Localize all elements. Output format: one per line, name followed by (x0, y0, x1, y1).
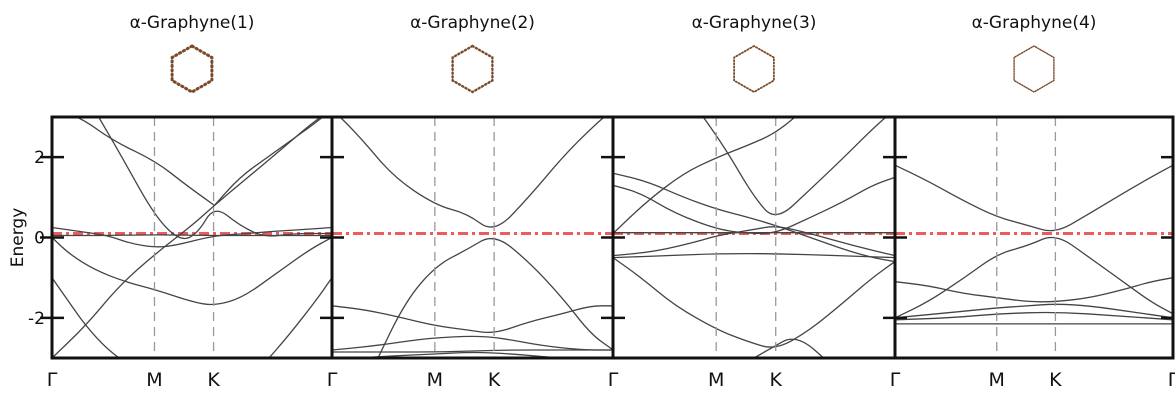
band-line (895, 164, 1173, 232)
panel-frame-1 (50, 115, 334, 360)
bands-panel-1 (52, 117, 332, 358)
band-line (339, 117, 606, 228)
band-line (52, 117, 322, 358)
band-line (52, 277, 121, 358)
band-line (895, 311, 1173, 321)
band-line (213, 117, 324, 206)
band-lines-layer (52, 117, 1173, 358)
band-line (613, 257, 895, 348)
panel-frame-4 (893, 115, 1175, 360)
band-line (613, 117, 797, 234)
band-line (332, 349, 613, 353)
band-line (52, 234, 332, 237)
kpath-label: K (488, 369, 501, 391)
structure-icon-1 (170, 44, 214, 94)
band-line (52, 236, 332, 306)
panel-title-4: α-Graphyne(4) (972, 13, 1097, 33)
band-line (97, 117, 332, 240)
band-line (52, 226, 332, 248)
band-line (895, 236, 1173, 319)
panel-frame-3 (611, 115, 897, 360)
structure-icon-3 (733, 44, 775, 94)
kpath-label: Γ (47, 369, 58, 391)
band-line (702, 117, 887, 216)
kpath-label: M (708, 369, 724, 391)
y-tick-label: 2 (34, 148, 45, 168)
panel-title-1: α-Graphyne(1) (130, 13, 255, 33)
band-line (613, 172, 895, 263)
structure-icon-4 (1013, 45, 1055, 93)
panel-title-2: α-Graphyne(2) (410, 13, 535, 33)
kpath-label: Γ (890, 369, 901, 391)
panel-title-3: α-Graphyne(3) (692, 13, 817, 33)
y-axis-label: Energy (8, 208, 28, 268)
band-line (332, 305, 613, 334)
band-line (74, 117, 216, 207)
kpath-label: M (146, 369, 162, 391)
bands-panel-2 (332, 117, 613, 358)
y-tick-label: 0 (34, 229, 45, 249)
band-line (268, 277, 332, 358)
band-line (377, 237, 613, 358)
kpath-label: M (427, 369, 443, 391)
y-tick-label: -2 (28, 309, 45, 329)
kpath-label: M (989, 369, 1005, 391)
bands-panel-3 (613, 117, 895, 358)
kpath-label: Γ (327, 369, 338, 391)
band-line (613, 252, 895, 259)
kpath-label: Γ (1168, 369, 1175, 391)
band-line (613, 176, 895, 235)
kpath-label: K (1049, 369, 1062, 391)
band-line (895, 277, 1173, 303)
band-line (332, 335, 613, 351)
bands-panel-4 (895, 164, 1173, 325)
text-layer: α-Graphyne(1) Γ M K Γα-Graphyne(2) M Kα-Graphy… (8, 13, 1175, 391)
panel-frames-layer (40, 115, 1175, 360)
band-line (613, 226, 895, 257)
structure-icon-2 (451, 44, 494, 94)
kpath-label: K (769, 369, 782, 391)
kpath-label: Γ (608, 369, 619, 391)
kpath-label: K (207, 369, 220, 391)
band-line (895, 303, 1173, 319)
structure-icons-layer (170, 44, 1055, 94)
